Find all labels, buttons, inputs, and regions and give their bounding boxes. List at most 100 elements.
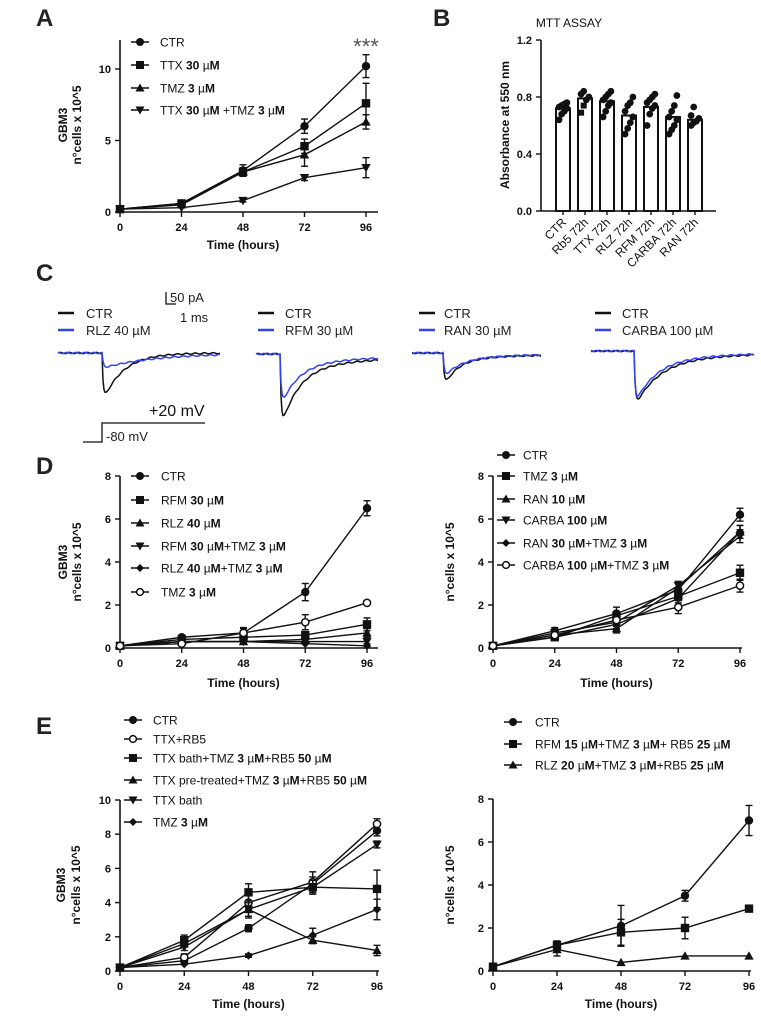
legend-label: RLZ 40 µM+TMZ 3 µM [161, 562, 283, 576]
series-line [119, 507, 368, 647]
panel-label-e: E [36, 713, 52, 740]
data-point [607, 99, 615, 107]
voltage-protocol [83, 422, 205, 443]
x-tick-label: 96 [360, 222, 372, 234]
panel-label-c: C [36, 260, 53, 287]
data-point [362, 641, 372, 651]
legend-invtriangle-icon [128, 796, 138, 805]
legend-label: CARBA 100 µM [523, 514, 607, 528]
data-point [643, 122, 651, 129]
legend-square-icon [509, 740, 517, 748]
series-5 [115, 598, 372, 651]
legend-triangle-icon [128, 775, 138, 784]
x-axis-title: Time (hours) [207, 676, 279, 690]
data-point [372, 819, 382, 829]
series-2 [488, 942, 754, 971]
legend-square-icon [502, 472, 510, 480]
y-tick-label: 8 [478, 471, 484, 483]
drug-current-trace [57, 351, 220, 369]
data-point [646, 110, 654, 118]
data-point [668, 107, 676, 115]
data-point [578, 109, 585, 116]
data-point [670, 102, 678, 109]
y-axis-title: GBM3 [56, 544, 70, 579]
y-axis-title: GBM3 [56, 107, 70, 142]
data-point [300, 122, 309, 131]
legend-open-circle-icon [501, 560, 511, 570]
data-point [372, 905, 382, 914]
legend-item: CTR [131, 470, 186, 484]
legend-item: CARBA 100 µM+TMZ 3 µM [497, 559, 669, 573]
data-point [735, 581, 745, 591]
data-point [179, 943, 189, 952]
legend-item: RLZ 20 µM+TMZ 3 µM+RB5 25 µM [504, 759, 724, 773]
y-tick-label: 8 [105, 829, 111, 841]
data-point [744, 816, 754, 825]
data-point [361, 61, 371, 71]
data-point [673, 581, 683, 591]
legend-label: TMZ 3 µM [523, 470, 578, 484]
data-point [372, 840, 382, 850]
scale-bar [165, 292, 176, 305]
legend-label: TMZ 3 µM [161, 586, 216, 600]
data-point [626, 99, 634, 107]
y-tick-label: 0.0 [517, 206, 532, 218]
data-point [621, 107, 629, 115]
data-point [243, 905, 254, 915]
y-tick-label: 4 [478, 880, 485, 892]
data-point [607, 87, 615, 95]
legend-label: TMZ 3 µM [160, 82, 215, 96]
data-point [177, 639, 187, 649]
y-tick-label: 10 [99, 795, 111, 807]
y-tick-label: 5 [105, 136, 111, 148]
y-axis-title: n°cells x 10^5 [443, 522, 457, 602]
data-point [362, 504, 372, 513]
x-tick-label: 72 [679, 981, 691, 993]
series-line [119, 65, 367, 210]
legend-item: RFM 30 µM+TMZ 3 µM [131, 540, 286, 554]
legend-item: RAN 10 µM [497, 493, 585, 507]
legend-label: RFM 15 µM+TMZ 3 µM+ RB5 25 µM [535, 738, 731, 752]
data-point [680, 891, 690, 900]
series-5 [488, 578, 745, 651]
protocol-step-label: +20 mV [149, 403, 205, 420]
y-tick-label: 0 [478, 643, 484, 655]
bar [555, 107, 571, 212]
data-point [361, 99, 371, 108]
legend-label: CTR [161, 470, 186, 484]
legend-item: RFM 15 µM+TMZ 3 µM+ RB5 25 µM [504, 738, 731, 752]
legend-drug-label: RAN 30 µM [444, 323, 511, 338]
ctr-current-trace [57, 351, 221, 394]
legend-item: TMZ 3 µM [131, 586, 216, 600]
data-point [244, 924, 253, 933]
data-point [115, 641, 125, 651]
data-point [362, 620, 372, 629]
legend-label: RFM 30 µM [161, 494, 224, 508]
legend-label: RFM 30 µM+TMZ 3 µM [161, 540, 286, 554]
legend-label: RLZ 20 µM+TMZ 3 µM+RB5 25 µM [535, 759, 724, 773]
x-tick-label: 48 [237, 658, 249, 670]
scale-bar-current-label: 50 pA [170, 290, 204, 305]
data-point [744, 951, 754, 960]
series-0 [115, 54, 371, 214]
scale-bar-time-label: 1 ms [180, 310, 209, 325]
legend-triangle-icon [135, 518, 145, 527]
y-tick-label: 6 [478, 837, 484, 849]
data-point [580, 102, 587, 109]
legend-label: CTR [535, 716, 560, 730]
legend-item: RFM 30 µM [131, 494, 224, 508]
data-point [651, 90, 659, 98]
legend-item: TMZ 3 µM [497, 470, 578, 484]
chart-b: MTT ASSAY 0.0 0.4 0.8 1.2 Absorbance at 550 n… [498, 16, 716, 270]
ctr-current-trace [255, 352, 379, 417]
legend-item: TTX pre-treated+TMZ 3 µM+RB5 50 µM [124, 774, 367, 788]
data-point [552, 944, 562, 954]
legend-label: TTX bath [153, 794, 202, 808]
y-axis-title: Absorbance at 550 nm [498, 61, 512, 189]
legend-label: CTR [160, 36, 185, 50]
legend-label: CARBA 100 µM+TMZ 3 µM [523, 559, 669, 573]
trace-group-3: CTR RAN 30 µM [411, 306, 542, 381]
